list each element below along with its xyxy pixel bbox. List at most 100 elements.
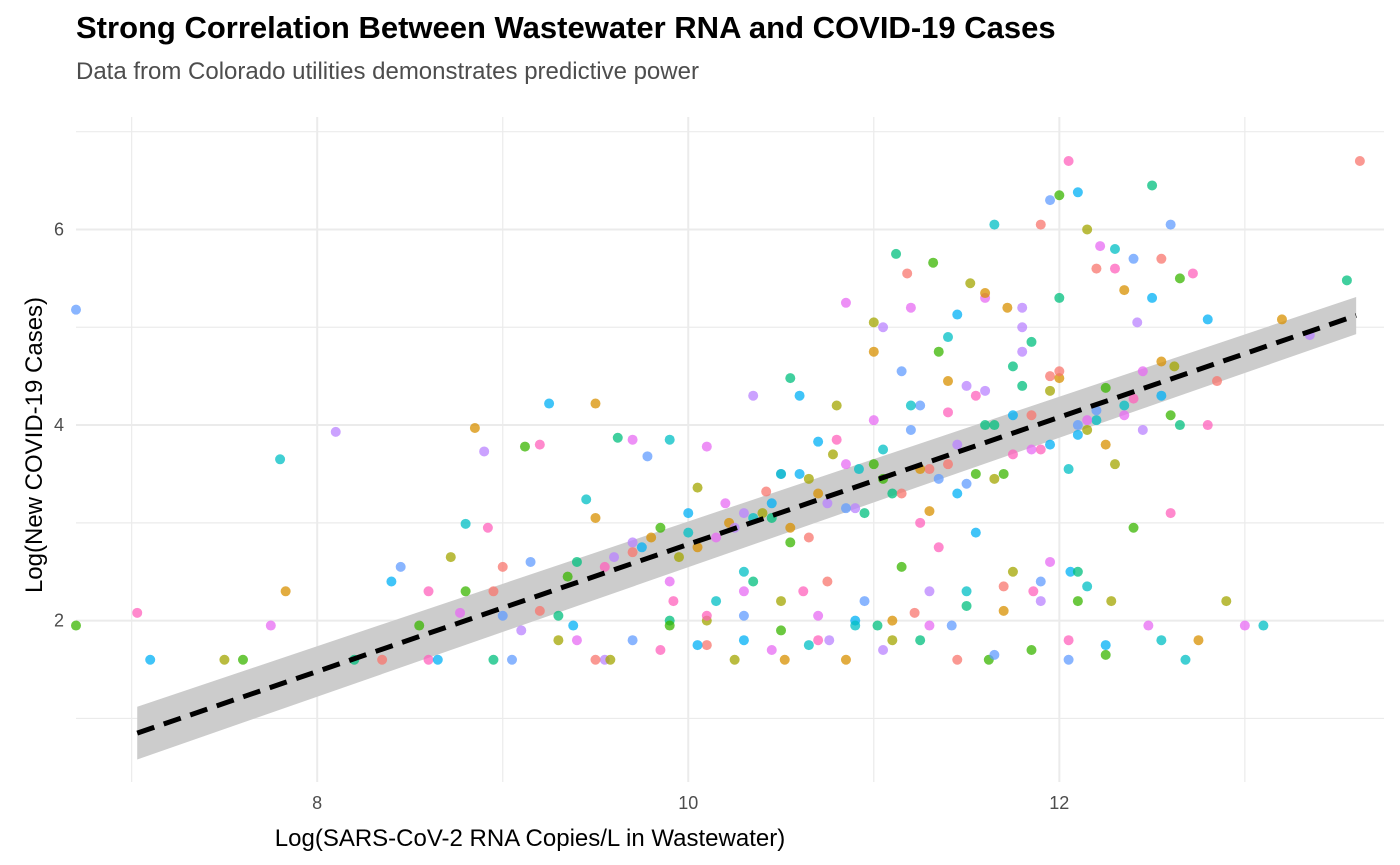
data-point: [1354, 156, 1365, 167]
data-point: [1072, 420, 1083, 431]
data-point: [776, 625, 787, 636]
data-point: [1239, 620, 1250, 631]
data-point: [544, 398, 555, 409]
data-point: [952, 488, 963, 499]
data-point: [1035, 219, 1046, 230]
y-tick-label: 6: [54, 219, 64, 239]
data-point: [840, 503, 851, 514]
data-point: [701, 610, 712, 621]
data-point: [998, 468, 1009, 479]
data-point: [568, 620, 579, 631]
data-point: [132, 607, 143, 618]
data-point: [729, 654, 740, 665]
data-point: [1017, 322, 1028, 333]
data-point: [824, 635, 835, 646]
data-point: [965, 278, 976, 289]
data-point: [1065, 566, 1076, 577]
data-points: [71, 156, 1365, 665]
data-point: [280, 586, 291, 597]
data-point: [1276, 314, 1287, 325]
data-point: [395, 561, 406, 572]
data-point: [1212, 376, 1223, 387]
data-point: [627, 537, 638, 548]
data-point: [924, 620, 935, 631]
data-point: [1054, 366, 1065, 377]
data-point: [1045, 385, 1056, 396]
data-point: [673, 552, 684, 563]
data-point: [1100, 382, 1111, 393]
data-point: [488, 654, 499, 665]
data-point: [1082, 581, 1093, 592]
data-point: [989, 649, 1000, 660]
data-point: [980, 288, 991, 299]
data-point: [1017, 346, 1028, 357]
data-point: [636, 542, 647, 553]
data-point: [822, 498, 833, 509]
data-point: [711, 532, 722, 543]
data-point: [933, 346, 944, 357]
data-point: [878, 644, 889, 655]
data-point: [738, 610, 749, 621]
data-point: [1035, 596, 1046, 607]
chart-subtitle: Data from Colorado utilities demonstrate…: [76, 58, 699, 85]
data-point: [145, 654, 156, 665]
data-point: [692, 542, 703, 553]
data-point: [423, 654, 434, 665]
data-point: [878, 322, 889, 333]
data-point: [414, 620, 425, 631]
data-point: [377, 654, 388, 665]
data-point: [1007, 566, 1018, 577]
data-point: [853, 464, 864, 475]
data-point: [943, 376, 953, 387]
data-point: [1119, 400, 1130, 411]
data-point: [1119, 410, 1130, 421]
data-point: [534, 605, 545, 616]
data-point: [738, 566, 749, 577]
data-point: [519, 441, 530, 452]
data-point: [813, 610, 824, 621]
data-point: [878, 444, 889, 455]
data-point: [896, 561, 907, 572]
data-point: [590, 398, 601, 409]
data-point: [887, 615, 898, 626]
data-point: [1063, 635, 1074, 646]
y-tick-label: 2: [54, 611, 64, 631]
data-point: [1156, 635, 1167, 646]
data-point: [1258, 620, 1269, 631]
data-point: [738, 586, 749, 597]
data-point: [497, 610, 508, 621]
data-point: [840, 459, 851, 470]
data-point: [1221, 596, 1232, 607]
data-point: [794, 468, 805, 479]
data-point: [831, 400, 842, 411]
data-point: [71, 304, 81, 315]
data-point: [553, 635, 564, 646]
data-point: [946, 620, 957, 631]
data-point: [237, 654, 248, 665]
data-point: [943, 407, 953, 418]
data-point: [1106, 596, 1117, 607]
data-point: [275, 454, 286, 465]
data-point: [553, 610, 564, 621]
data-point: [803, 640, 814, 651]
data-point: [902, 268, 913, 279]
data-point: [664, 576, 675, 587]
data-point: [1028, 586, 1039, 597]
data-point: [1143, 620, 1154, 631]
data-point: [868, 415, 879, 426]
data-point: [1045, 556, 1056, 567]
data-point: [1054, 292, 1065, 303]
data-point: [859, 596, 870, 607]
data-point: [928, 257, 939, 268]
data-point: [1128, 393, 1139, 404]
data-point: [794, 390, 805, 401]
data-point: [748, 390, 759, 401]
data-point: [1007, 361, 1018, 372]
data-point: [683, 508, 694, 519]
data-point: [1156, 356, 1167, 367]
data-point: [497, 561, 508, 572]
data-point: [961, 600, 972, 611]
data-point: [891, 248, 902, 259]
data-point: [692, 482, 703, 493]
data-point: [683, 527, 694, 538]
